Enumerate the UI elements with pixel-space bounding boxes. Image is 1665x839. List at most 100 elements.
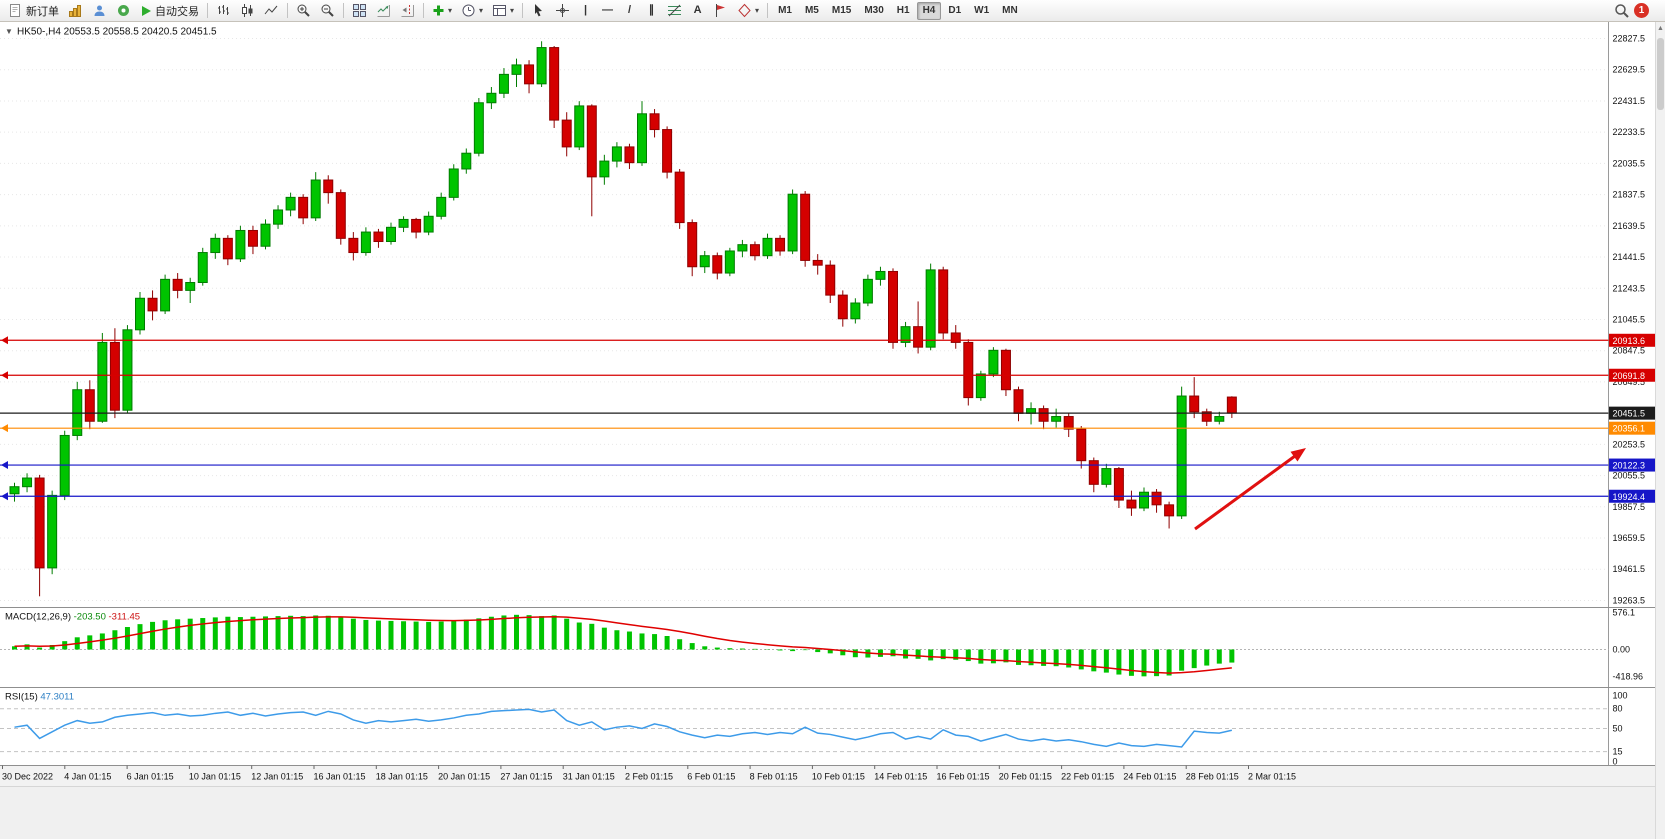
svg-text:▼: ▼ [5, 27, 13, 36]
time-label: 6 Feb 01:15 [687, 772, 735, 782]
new-order-icon [10, 4, 20, 17]
zoom-in-button[interactable] [292, 1, 315, 21]
play-icon [142, 5, 151, 16]
timeframe-d1-button[interactable]: D1 [948, 5, 962, 16]
price-tag: 19924.4 [1609, 489, 1655, 503]
time-label: 14 Feb 01:15 [874, 772, 927, 782]
svg-text:22827.5: 22827.5 [1613, 34, 1646, 44]
time-label: 31 Jan 01:15 [563, 772, 615, 782]
price-grid [0, 38, 1609, 601]
toolbar-separator [522, 3, 524, 18]
time-label: 4 Jan 01:15 [64, 772, 111, 782]
text-tool-icon: A [693, 4, 702, 16]
toolbar-separator [767, 3, 769, 18]
level-left-marker [1, 492, 8, 501]
chart-column: 22827.5 22629.5 22431.5 22233.5 22035.5 21837… [0, 22, 1655, 839]
new-order-button[interactable]: 新订单 [4, 1, 63, 21]
templates-button[interactable]: ▾ [488, 1, 518, 21]
shapes-tool-button[interactable]: ▾ [733, 1, 763, 21]
search-button[interactable] [1610, 1, 1633, 21]
fibonacci-tool-button[interactable] [663, 1, 686, 21]
price-tag: 20913.6 [1609, 333, 1655, 347]
profiles-button[interactable] [88, 1, 111, 21]
svg-text:19461.5: 19461.5 [1613, 564, 1646, 574]
dropdown-caret-icon: ▾ [510, 5, 515, 15]
level-left-marker [1, 371, 8, 380]
svg-text:21045.5: 21045.5 [1613, 314, 1646, 324]
time-label: 20 Feb 01:15 [999, 772, 1052, 782]
periods-button[interactable]: ▾ [457, 1, 487, 21]
add-indicator-button[interactable]: ▾ [428, 1, 456, 21]
chart-shift-button[interactable] [396, 1, 419, 21]
svg-text:20253.5: 20253.5 [1613, 439, 1646, 449]
vertical-scrollbar[interactable]: ▲ [1655, 22, 1665, 839]
trendline-tool-button[interactable]: / [619, 1, 640, 21]
time-label: 28 Feb 01:15 [1186, 772, 1239, 782]
auto-scroll-button[interactable] [372, 1, 395, 21]
scrollbar-thumb[interactable] [1657, 38, 1664, 110]
toolbar-separator [287, 3, 288, 18]
svg-text:20055.5: 20055.5 [1613, 471, 1646, 481]
time-label: 12 Jan 01:15 [251, 772, 303, 782]
line-chart-icon [264, 5, 278, 15]
time-label: 8 Feb 01:15 [750, 772, 798, 782]
zoom-out-button[interactable] [316, 1, 339, 21]
label-tool-button[interactable] [709, 1, 732, 21]
svg-text:21441.5: 21441.5 [1613, 252, 1646, 262]
rsi-line [14, 708, 1233, 748]
tile-windows-button[interactable] [348, 1, 371, 21]
bar-chart-mode-button[interactable] [212, 1, 235, 21]
svg-text:21639.5: 21639.5 [1613, 221, 1646, 231]
notification-badge[interactable]: 1 [1634, 3, 1649, 18]
gold-bars-icon [69, 5, 81, 17]
time-axis-strip [0, 765, 1655, 786]
svg-text:22035.5: 22035.5 [1613, 158, 1646, 168]
level-left-marker [1, 424, 8, 433]
rsi-label: RSI(15) 47.3011 [5, 692, 74, 703]
auto-trading-button[interactable]: 自动交易 [136, 1, 203, 21]
crosshair-tool-button[interactable] [551, 1, 574, 21]
clock-icon [462, 4, 475, 17]
timeframe-w1-button[interactable]: W1 [974, 5, 990, 16]
price-tag: 20356.1 [1609, 421, 1655, 435]
timeframe-m15-button[interactable]: M15 [831, 5, 852, 16]
svg-text:20356.1: 20356.1 [1613, 424, 1646, 434]
price-tag: 20691.8 [1609, 368, 1655, 382]
community-button[interactable] [112, 1, 135, 21]
candlestick-mode-button[interactable] [236, 1, 259, 21]
line-chart-mode-button[interactable] [260, 1, 283, 21]
zoom-out-icon [321, 4, 334, 17]
svg-text:20451.5: 20451.5 [1613, 409, 1646, 419]
channel-tool-button[interactable]: ∥ [641, 1, 662, 21]
toolbar-separator [343, 3, 344, 18]
timeframe-mn-button[interactable]: MN [1002, 5, 1018, 16]
market-watch-button[interactable] [64, 1, 87, 21]
svg-text:20913.6: 20913.6 [1613, 336, 1646, 346]
timeframe-m1-button[interactable]: M1 [778, 5, 792, 16]
time-label: 10 Feb 01:15 [812, 772, 865, 782]
scroll-up-arrow-icon[interactable]: ▲ [1657, 25, 1664, 32]
time-label: 20 Jan 01:15 [438, 772, 490, 782]
chart-canvas[interactable]: 22827.5 22629.5 22431.5 22233.5 22035.5 21837… [0, 22, 1655, 786]
horizontal-line-tool-button[interactable]: — [597, 1, 618, 21]
trend-arrow-annotation[interactable] [1194, 448, 1306, 531]
chart-shift-icon [401, 5, 414, 17]
label-flag-icon [716, 4, 726, 17]
timeframe-m30-button[interactable]: M30 [864, 5, 884, 16]
time-label: 24 Feb 01:15 [1123, 772, 1176, 782]
price-tag: 20451.5 [1609, 406, 1655, 420]
new-order-label: 新订单 [26, 5, 59, 18]
tile-windows-icon [353, 4, 366, 17]
text-tool-button[interactable]: A [687, 1, 708, 21]
price-tag: 20122.3 [1609, 458, 1655, 472]
timeframe-h4-button[interactable]: H4 [916, 1, 942, 20]
cursor-tool-button[interactable] [527, 1, 550, 21]
time-label: 18 Jan 01:15 [376, 772, 428, 782]
ohlc-bars-icon [218, 5, 229, 15]
timeframe-h1-button[interactable]: H1 [896, 5, 910, 16]
add-indicator-icon [433, 5, 444, 16]
vertical-line-tool-button[interactable]: | [575, 1, 596, 21]
vertical-line-icon: | [584, 4, 588, 16]
svg-text:15: 15 [1613, 747, 1623, 757]
timeframe-m5-button[interactable]: M5 [804, 5, 819, 16]
